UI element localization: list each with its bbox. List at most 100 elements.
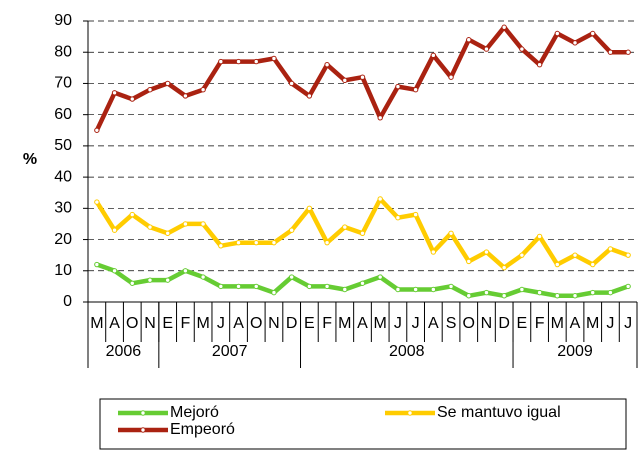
point <box>466 293 472 299</box>
point <box>466 258 472 265</box>
series-line <box>96 262 629 299</box>
y-tick-label: 40 <box>54 168 72 185</box>
point <box>625 283 631 290</box>
point <box>625 252 631 258</box>
point <box>235 283 242 290</box>
point <box>377 274 383 280</box>
year-label: 2006 <box>106 343 142 360</box>
point <box>306 283 313 290</box>
point <box>412 286 419 293</box>
x-tick-label: J <box>394 315 402 332</box>
point <box>94 199 100 205</box>
point <box>572 293 578 299</box>
x-tick-label: J <box>624 315 632 332</box>
x-tick-label: O <box>126 315 138 332</box>
x-tick-label: N <box>481 315 493 332</box>
point <box>359 280 366 286</box>
legend-marker <box>140 410 146 416</box>
point <box>164 277 171 283</box>
x-tick-label: J <box>412 315 420 332</box>
point <box>342 224 348 230</box>
y-tick-label: 70 <box>54 75 72 92</box>
x-tick-label: M <box>586 315 599 332</box>
point <box>164 230 171 237</box>
point <box>519 46 525 52</box>
point <box>253 283 259 290</box>
point <box>590 30 596 37</box>
point <box>147 86 153 93</box>
point <box>483 289 490 296</box>
point <box>536 233 543 240</box>
x-tick-label: A <box>109 315 120 332</box>
y-tick-label: 0 <box>63 293 72 310</box>
y-tick-label: 80 <box>54 43 72 60</box>
x-tick-label: A <box>357 315 368 332</box>
point <box>607 246 614 252</box>
point <box>288 227 295 233</box>
y-tick-label: 50 <box>54 137 72 154</box>
point <box>501 264 507 271</box>
point <box>554 30 561 37</box>
point <box>147 224 153 230</box>
y-tick-label: 10 <box>54 262 72 279</box>
point <box>94 127 100 133</box>
legend-label: Se mantuvo igual <box>437 404 561 421</box>
point <box>377 196 383 202</box>
point <box>448 283 454 290</box>
point <box>430 52 437 59</box>
point <box>324 283 330 290</box>
x-tick-label: F <box>535 315 545 332</box>
point <box>253 239 259 246</box>
x-tick-label: E <box>517 315 528 332</box>
point <box>554 293 561 299</box>
point <box>572 252 578 258</box>
point <box>483 249 490 255</box>
point <box>218 58 224 65</box>
point <box>554 261 561 268</box>
x-tick-label: F <box>322 315 332 332</box>
point <box>306 205 313 212</box>
year-label: 2009 <box>557 343 593 360</box>
point <box>235 58 242 65</box>
point <box>607 289 614 296</box>
legend-label: Empeoró <box>170 421 235 438</box>
legend <box>99 398 627 450</box>
point <box>200 86 206 93</box>
point <box>324 62 330 68</box>
point <box>129 211 135 218</box>
x-tick-label: M <box>196 315 209 332</box>
point <box>200 221 206 227</box>
x-tick-label: A <box>233 315 244 332</box>
point <box>590 261 596 268</box>
point <box>519 286 525 293</box>
point <box>359 230 366 237</box>
point <box>572 40 578 46</box>
point <box>182 268 189 274</box>
point <box>395 83 401 90</box>
point <box>306 93 313 99</box>
point <box>235 239 242 246</box>
y-tick-label: 30 <box>54 200 72 217</box>
point <box>377 115 383 121</box>
x-tick-label: J <box>217 315 225 332</box>
point <box>271 289 277 296</box>
point <box>182 221 189 227</box>
x-tick-label: M <box>90 315 103 332</box>
point <box>324 239 330 246</box>
x-tick-label: S <box>446 315 457 332</box>
point <box>412 86 419 93</box>
point <box>466 37 472 43</box>
y-tick-label: 60 <box>54 106 72 123</box>
legend-marker <box>140 427 146 433</box>
point <box>501 24 507 30</box>
point <box>430 286 437 293</box>
point <box>430 249 437 255</box>
point <box>271 55 277 62</box>
point <box>448 230 454 237</box>
point <box>412 211 419 218</box>
x-tick-label: N <box>144 315 156 332</box>
y-tick-label: 20 <box>54 231 72 248</box>
point <box>271 239 277 246</box>
point <box>395 215 401 221</box>
